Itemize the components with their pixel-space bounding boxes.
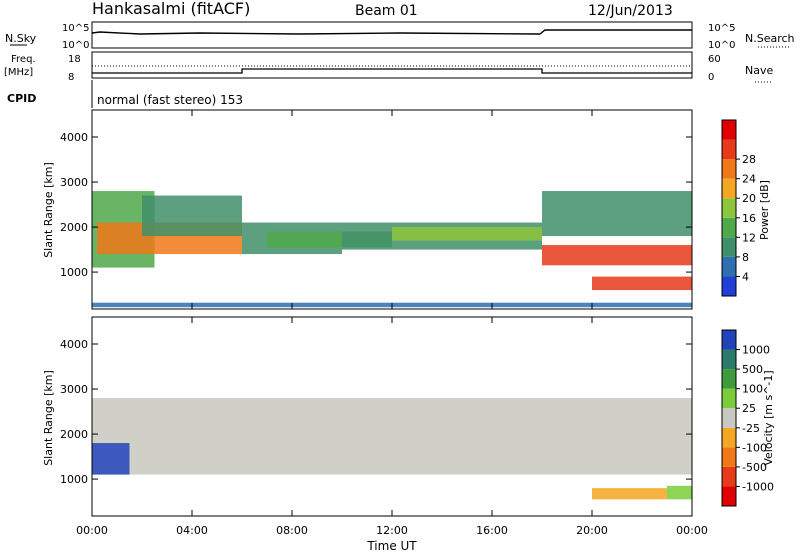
nave-label: Nave — [745, 64, 773, 77]
colorbar-tick-label: 28 — [742, 153, 756, 166]
velocity-colorbar-label: Velocity [m s^-1] — [762, 370, 775, 465]
colorbar-segment — [722, 120, 736, 140]
colorbar-tick-label: -1000 — [742, 480, 774, 493]
colorbar-segment — [722, 447, 736, 467]
y-tick-label: 2000 — [60, 221, 88, 234]
freq-tick-high: 18 — [68, 54, 81, 65]
colorbar-frame — [721, 119, 737, 297]
colorbar-tick-label: -25 — [742, 422, 760, 435]
colorbar-segment — [722, 466, 736, 487]
power-ylabel: Slant Range [km] — [42, 162, 55, 258]
colorbar-tick-label: 20 — [742, 192, 756, 205]
colorbar-segment — [722, 369, 736, 389]
colorbar-frame — [721, 329, 737, 507]
freq-unit-label: [MHz] — [4, 67, 33, 78]
scatter-band — [92, 443, 130, 475]
nsearch-tick-high: 10^5 — [708, 23, 735, 34]
colorbar-segment — [722, 276, 736, 296]
scatter-band — [592, 488, 667, 500]
power-colorbar-label: Power [dB] — [758, 180, 771, 240]
nsky-label: N.Sky — [5, 32, 37, 45]
y-tick-label: 3000 — [60, 176, 88, 189]
colorbar-tick-label: -100 — [742, 441, 767, 454]
colorbar-tick-label: 12 — [742, 231, 756, 244]
colorbar-tick-label: 1000 — [742, 344, 770, 357]
y-tick-label: 1000 — [60, 473, 88, 486]
freq-tick-low: 8 — [68, 72, 74, 83]
colorbar-segment — [722, 256, 736, 277]
colorbar-tick-label: 25 — [742, 402, 756, 415]
power-data-layer — [92, 191, 692, 308]
y-tick-label: 3000 — [60, 383, 88, 396]
scatter-band — [592, 276, 692, 291]
colorbar-segment — [722, 427, 736, 448]
power-axes: 1000 2000 3000 4000 — [60, 110, 693, 309]
station-title: Hankasalmi (fitACF) — [92, 0, 250, 18]
colorbar-segment — [722, 159, 736, 179]
colorbar-tick-label: -500 — [742, 461, 767, 474]
nsearch-tick-low: 10^0 — [708, 40, 735, 51]
y-tick-label: 4000 — [60, 338, 88, 351]
freq-trace — [92, 68, 692, 74]
date-title: 12/Jun/2013 — [588, 3, 673, 19]
x-tick-label: 00:00 — [676, 524, 708, 537]
x-tick-label: 04:00 — [176, 524, 208, 537]
power-colorbar: 4 8 12 16 20 24 28 — [721, 119, 756, 297]
nave-tick-high: 60 — [708, 54, 721, 65]
colorbar-tick-label: 4 — [742, 270, 749, 283]
y-tick-label: 2000 — [60, 428, 88, 441]
colorbar-tick-label: 16 — [742, 212, 756, 225]
nsearch-label: N.Search — [745, 32, 795, 45]
x-tick-label: 20:00 — [576, 524, 608, 537]
x-tick-label: 08:00 — [276, 524, 308, 537]
colorbar-tick-label: 100 — [742, 383, 763, 396]
colorbar-segment — [722, 139, 736, 160]
time-xlabel: Time UT — [366, 539, 417, 553]
colorbar-segment — [722, 408, 736, 428]
velocity-colorbar: 1000 500 100 25 -25 -100 -500 -1000 — [721, 329, 774, 507]
x-tick-label: 00:00 — [76, 524, 108, 537]
colorbar-segment — [722, 198, 736, 218]
scatter-band — [92, 398, 692, 475]
velocity-axes: 1000 2000 3000 4000 00:00 04:00 08:00 12:00 16:0… — [60, 317, 708, 537]
cpid-text: normal (fast stereo) 153 — [97, 93, 243, 107]
x-tick-label: 12:00 — [376, 524, 408, 537]
nsky-tick-low: 10^0 — [62, 40, 89, 51]
colorbar-segment — [722, 217, 736, 238]
cpid-label: CPID — [7, 92, 36, 105]
colorbar-tick-label: 24 — [742, 173, 756, 186]
y-tick-label: 4000 — [60, 131, 88, 144]
freq-strip — [91, 51, 693, 79]
scatter-band — [667, 485, 692, 500]
nave-tick-low: 0 — [708, 72, 714, 83]
scatter-band — [392, 227, 542, 241]
colorbar-segment — [722, 388, 736, 409]
velocity-data-layer — [92, 398, 692, 500]
colorbar-tick-label: 500 — [742, 363, 763, 376]
colorbar-segment — [722, 349, 736, 370]
nsky-tick-high: 10^5 — [62, 23, 89, 34]
beam-title: Beam 01 — [355, 3, 418, 19]
colorbar-segment — [722, 486, 736, 506]
nsky-strip — [91, 21, 693, 49]
y-tick-label: 1000 — [60, 266, 88, 279]
colorbar-segment — [722, 330, 736, 350]
x-tick-label: 16:00 — [476, 524, 508, 537]
scatter-band — [542, 191, 692, 237]
colorbar-tick-label: 8 — [742, 251, 749, 264]
nsky-trace — [91, 29, 692, 35]
velocity-ylabel: Slant Range [km] — [42, 370, 55, 466]
colorbar-segment — [722, 178, 736, 199]
freq-label: Freq. — [11, 54, 36, 65]
scatter-band — [542, 245, 692, 266]
colorbar-segment — [722, 237, 736, 257]
scatter-band — [142, 195, 242, 237]
